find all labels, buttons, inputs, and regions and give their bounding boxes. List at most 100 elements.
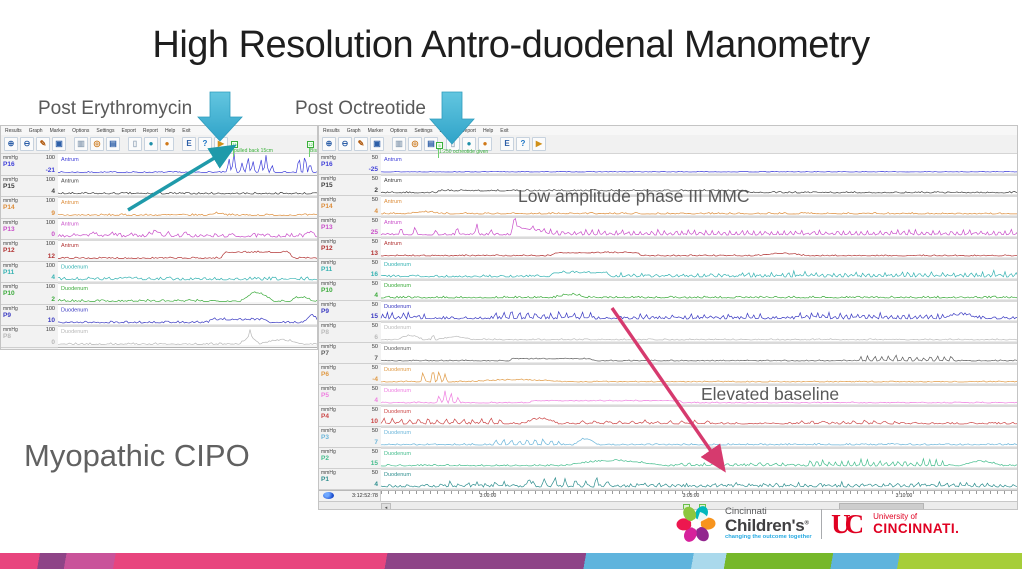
childrens-city-text: Cincinnati: [725, 505, 767, 517]
menu-item-settings[interactable]: Settings: [96, 127, 115, 134]
channel-scale: 100: [45, 176, 55, 183]
help-icon[interactable]: ?: [198, 137, 212, 151]
pressure-trace-p10: [57, 291, 317, 302]
menu-item-report[interactable]: Report: [460, 127, 476, 134]
channel-row-p12[interactable]: mmHg P12 100 12: [1, 240, 58, 262]
channel-row-p14[interactable]: mmHg P14 50 4: [319, 196, 381, 217]
report-icon[interactable]: ▶: [532, 137, 546, 151]
channel-row-p6[interactable]: mmHg P6 50 -4: [319, 364, 381, 385]
pressure-trace-p16: [380, 170, 1017, 173]
channel-row-p15[interactable]: mmHg P15 50 2: [319, 175, 381, 196]
channel-row-p8[interactable]: mmHg P8 50 6: [319, 322, 381, 343]
menu-item-export[interactable]: Export: [121, 127, 136, 134]
channel-row-p14[interactable]: mmHg P14 100 9: [1, 197, 58, 219]
channel-value: -21: [45, 166, 55, 174]
event-marker-icon: 12: [307, 141, 314, 148]
channel-row-p10[interactable]: mmHg P10 50 4: [319, 280, 381, 301]
table-icon[interactable]: ▤: [106, 137, 120, 151]
menu-item-settings[interactable]: Settings: [414, 127, 433, 134]
channel-row-p16[interactable]: mmHg P16 50 -25: [319, 154, 381, 175]
menu-item-graph[interactable]: Graph: [28, 127, 43, 134]
channel-id: P12: [321, 245, 333, 252]
channel-row-p4[interactable]: mmHg P4 50 10: [319, 406, 381, 427]
channel-id: P13: [321, 224, 333, 231]
channel-value: 4: [374, 481, 378, 488]
channel-row-p3[interactable]: mmHg P3 50 7: [319, 427, 381, 448]
channel-row-p9[interactable]: mmHg P9 50 15: [319, 301, 381, 322]
channel-row-p7[interactable]: mmHg P7 50 7: [319, 343, 381, 364]
menu-item-help[interactable]: Help: [164, 127, 176, 134]
menu-item-options[interactable]: Options: [390, 127, 408, 134]
channel-value: -4: [372, 376, 378, 383]
channel-row-p10[interactable]: mmHg P10 100 2: [1, 283, 58, 305]
edit-icon[interactable]: ✎: [36, 137, 50, 151]
channel-row-p1[interactable]: mmHg P1 50 4: [319, 469, 381, 490]
pan-icon[interactable]: ▥: [74, 137, 88, 151]
channel-id: P9: [3, 311, 11, 319]
channel-scale: 50: [371, 239, 378, 245]
menu-item-results[interactable]: Results: [5, 127, 22, 134]
zoom-out-icon[interactable]: ⊖: [20, 137, 34, 151]
channel-row-p11[interactable]: mmHg P11 100 4: [1, 261, 58, 283]
edit-icon[interactable]: ✎: [354, 137, 368, 151]
pan-icon[interactable]: ▥: [392, 137, 406, 151]
menu-item-marker[interactable]: Marker: [49, 127, 66, 134]
channel-row-p15[interactable]: mmHg P15 100 4: [1, 175, 58, 197]
menu-item-options[interactable]: Options: [72, 127, 90, 134]
channel-row-p8[interactable]: mmHg P8 100 0: [1, 326, 58, 348]
menu-item-export[interactable]: Export: [439, 127, 454, 134]
channel-row-p7[interactable]: mmHgP7100: [1, 347, 58, 349]
zoom-in-icon[interactable]: ⊕: [322, 137, 336, 151]
ruler-icon[interactable]: ▯: [128, 137, 142, 151]
channel-scale: 50: [371, 323, 378, 329]
comment-add-icon[interactable]: ●: [160, 137, 174, 151]
menu-item-help[interactable]: Help: [482, 127, 494, 134]
channel-row-p5[interactable]: mmHg P5 50 4: [319, 385, 381, 406]
scroll-left-arrow[interactable]: ◂: [381, 503, 391, 509]
channel-value: 0: [51, 338, 55, 346]
unit-label: mmHg: [3, 327, 18, 333]
menu-item-report[interactable]: Report: [142, 127, 158, 134]
channel-value: 7: [374, 439, 378, 446]
menu-item-exit[interactable]: Exit: [500, 127, 509, 134]
marker-tool-icon[interactable]: ◎: [90, 137, 104, 151]
channel-id: P14: [3, 204, 15, 211]
menu-item-results[interactable]: Results: [323, 127, 340, 134]
caption-post-octreotide: Post Octreotide: [295, 98, 426, 119]
unit-label: mmHg: [321, 470, 336, 476]
annotation-low-amplitude: Low amplitude phase III MMC: [518, 186, 750, 206]
marker-tool-icon[interactable]: ◎: [408, 137, 422, 151]
select-region-icon[interactable]: ▣: [52, 137, 66, 151]
channel-scale: 50: [371, 407, 378, 413]
scroll-thumb[interactable]: [839, 503, 924, 509]
menu-item-exit[interactable]: Exit: [182, 127, 191, 134]
region-label: Duodenum: [384, 409, 411, 415]
comment-add-icon[interactable]: ●: [478, 137, 492, 151]
channel-row-p12[interactable]: mmHg P12 50 13: [319, 238, 381, 259]
export-doc-icon[interactable]: E: [500, 137, 514, 151]
report-icon[interactable]: ▶: [214, 137, 228, 151]
zoom-in-icon[interactable]: ⊕: [4, 137, 18, 151]
comment-icon[interactable]: ●: [144, 137, 158, 151]
pressure-trace-p16: [58, 153, 317, 174]
menu-item-graph[interactable]: Graph: [346, 127, 361, 134]
channel-row-p2[interactable]: mmHg P2 50 15: [319, 448, 381, 469]
help-icon[interactable]: ?: [516, 137, 530, 151]
channel-row-p9[interactable]: mmHg P9 100 10: [1, 304, 58, 326]
channel-row-p13[interactable]: mmHg P13 100 0: [1, 218, 58, 240]
menu-item-marker[interactable]: Marker: [367, 127, 384, 134]
channel-id: P6: [321, 371, 329, 378]
zoom-out-icon[interactable]: ⊖: [338, 137, 352, 151]
channel-row-p11[interactable]: mmHg P11 50 16: [319, 259, 381, 280]
channel-row-p16[interactable]: mmHg P16 100 -21: [1, 154, 58, 176]
unit-label: mmHg: [3, 262, 18, 269]
unit-label: mmHg: [321, 218, 336, 224]
channel-scale: 100: [45, 219, 55, 226]
toolbar: ⊕ ⊖ ✎ ▣ ▥ ◎ ▤ ▯ ● ● E? ▶: [319, 135, 1017, 154]
export-doc-icon[interactable]: E: [182, 137, 196, 151]
channel-row-p13[interactable]: mmHg P13 50 25: [319, 217, 381, 238]
unit-label: mmHg: [3, 219, 18, 226]
pressure-trace-p14: [380, 210, 1017, 215]
select-region-icon[interactable]: ▣: [370, 137, 384, 151]
